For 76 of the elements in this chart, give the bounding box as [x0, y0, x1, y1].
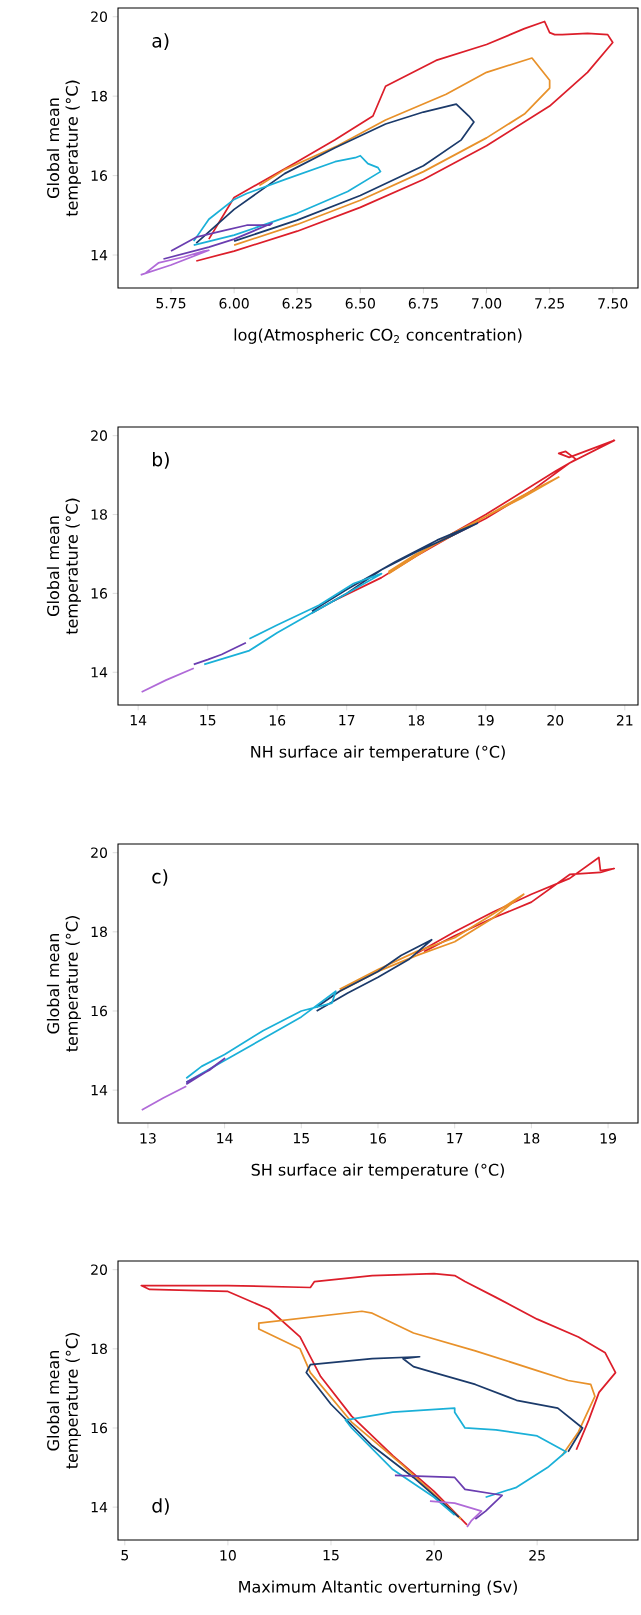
- line-series: [203, 572, 383, 666]
- x-tick-label: 13: [140, 1133, 156, 1144]
- y-tick-label: 20: [91, 430, 108, 441]
- line-series: [195, 103, 475, 244]
- x-tick-label: 16: [370, 1133, 387, 1144]
- x-tick-label: 20: [547, 715, 564, 726]
- annotation: a): [152, 33, 169, 50]
- line-series: [257, 1310, 596, 1520]
- line-series: [344, 1407, 567, 1516]
- y-tick-label: 16: [91, 170, 108, 181]
- annotation: d): [152, 1498, 169, 1515]
- x-tick-label: 14: [217, 1133, 233, 1144]
- x-tick-label: 6.00: [219, 298, 249, 309]
- x-tick-label: 7.50: [598, 298, 628, 309]
- y-axis-title: Global mean temperature (°C): [46, 80, 81, 217]
- y-axis-title: Global mean temperature (°C): [46, 916, 81, 1052]
- y-tick-label: 14: [91, 667, 108, 678]
- x-tick-label: 5: [121, 1550, 129, 1561]
- x-tick-label: 19: [478, 715, 494, 726]
- x-tick-label: 7.00: [472, 298, 502, 309]
- x-tick-label: 18: [408, 715, 425, 726]
- y-tick-label: 20: [91, 847, 108, 858]
- x-tick-label: 15: [293, 1133, 309, 1144]
- x-axis-title: log(Atmospheric CO$_{2}$ concentration): [234, 328, 522, 344]
- x-tick-label: 18: [524, 1133, 540, 1144]
- y-tick-label: 14: [91, 1502, 108, 1513]
- line-series: [387, 476, 560, 575]
- y-axis-title: Global mean temperature (°C): [46, 1333, 81, 1469]
- line-series: [162, 222, 273, 260]
- line-series: [140, 1272, 617, 1526]
- x-tick-label: 25: [529, 1550, 545, 1561]
- x-tick-label: 7.25: [535, 298, 564, 309]
- x-tick-label: 17: [447, 1133, 463, 1144]
- line-series: [195, 20, 614, 262]
- x-tick-label: 21: [616, 715, 633, 726]
- x-axis-title: NH surface air temperature (°C): [251, 745, 505, 761]
- y-tick-label: 14: [91, 1085, 108, 1096]
- line-series: [311, 522, 479, 614]
- line-series: [315, 938, 433, 1012]
- x-tick-label: 5.75: [156, 298, 186, 309]
- x-tick-label: 6.50: [345, 298, 375, 309]
- x-tick-label: 16: [269, 715, 286, 726]
- x-tick-label: 6.75: [408, 298, 438, 309]
- annotation: c): [152, 869, 168, 886]
- line-series: [192, 154, 382, 246]
- x-tick-label: 19: [600, 1133, 617, 1144]
- line-series: [394, 1474, 503, 1520]
- x-tick-label: 20: [426, 1550, 443, 1561]
- line-series: [139, 249, 210, 276]
- line-series: [233, 57, 551, 246]
- y-tick-label: 16: [91, 588, 108, 599]
- x-tick-label: 10: [220, 1550, 236, 1561]
- x-tick-label: 6.25: [282, 298, 312, 309]
- x-tick-label: 15: [323, 1550, 339, 1561]
- y-tick-label: 14: [91, 249, 108, 261]
- y-tick-label: 20: [91, 11, 108, 23]
- line-series: [305, 1355, 584, 1518]
- x-tick-label: 14: [130, 715, 147, 726]
- y-tick-label: 18: [91, 90, 107, 102]
- line-series: [192, 641, 247, 666]
- x-axis-title: SH surface air temperature (°C): [251, 1163, 504, 1179]
- line-series: [415, 856, 616, 955]
- line-series: [338, 893, 525, 993]
- x-tick-label: 17: [339, 715, 355, 726]
- y-tick-label: 18: [91, 926, 107, 938]
- y-tick-label: 16: [91, 1422, 108, 1434]
- line-series: [429, 1500, 483, 1528]
- line-series: [185, 1057, 226, 1086]
- y-tick-label: 18: [91, 509, 107, 520]
- y-tick-label: 18: [91, 1343, 107, 1355]
- annotation: b): [153, 452, 169, 469]
- x-axis-title: Maximum Altantic overturning (Sv): [239, 1580, 517, 1596]
- x-tick-label: 15: [200, 715, 216, 726]
- y-axis-title: Global mean temperature (°C): [46, 498, 81, 635]
- y-tick-label: 16: [91, 1005, 108, 1017]
- y-tick-label: 20: [91, 1264, 108, 1275]
